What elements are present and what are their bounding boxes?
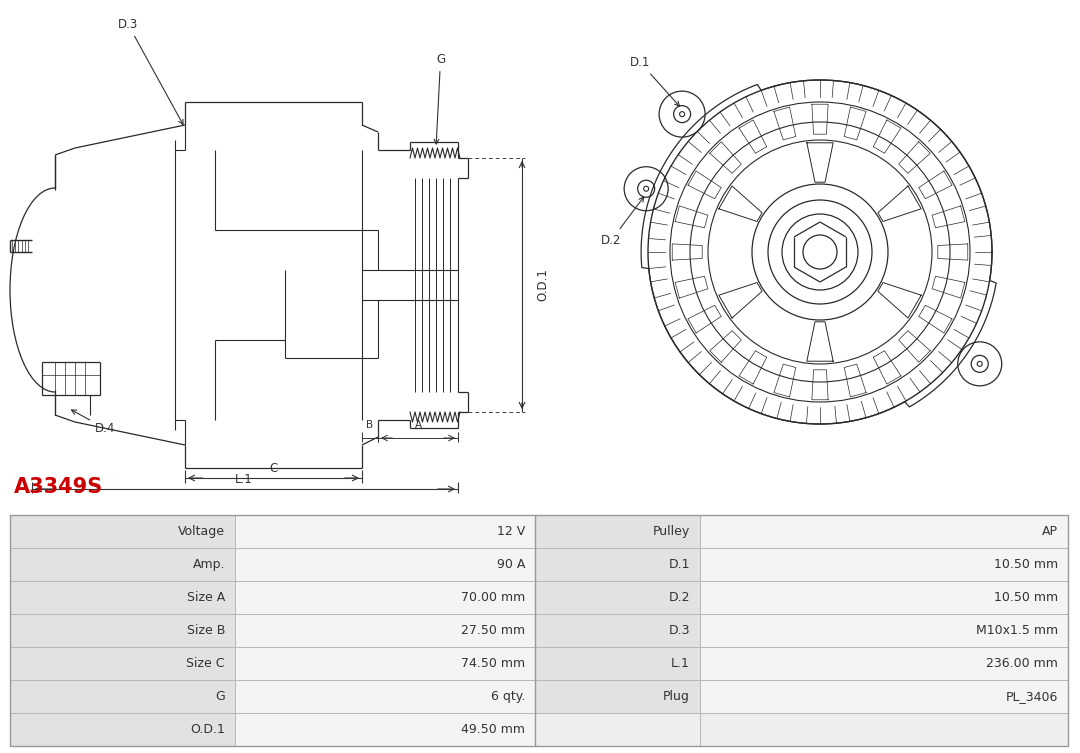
Bar [700,713,1068,746]
Text: 27.50 mm: 27.50 mm [461,624,525,637]
Text: Size C: Size C [187,657,225,670]
Text: D.3: D.3 [669,624,690,637]
Bar [235,515,535,548]
Text: 49.50 mm: 49.50 mm [461,723,525,736]
Text: D.1: D.1 [669,558,690,571]
Text: D.2: D.2 [669,591,690,604]
Text: Plug: Plug [663,690,690,703]
Bar [10,515,235,548]
Text: D.2: D.2 [602,197,644,247]
Text: Voltage: Voltage [178,525,225,538]
Text: O.D.1: O.D.1 [190,723,225,736]
Bar [10,680,235,713]
Text: 70.00 mm: 70.00 mm [461,591,525,604]
Text: M10x1.5 mm: M10x1.5 mm [976,624,1058,637]
Bar [235,647,535,680]
Bar [700,515,1068,548]
Text: AP: AP [1042,525,1058,538]
Bar [535,548,700,581]
Text: 12 V: 12 V [497,525,525,538]
Bar [700,680,1068,713]
Bar [700,647,1068,680]
Text: A3349S: A3349S [14,477,104,497]
Text: O.D.1: O.D.1 [537,269,550,301]
Text: B: B [366,420,374,430]
Bar [535,614,700,647]
Bar [235,548,535,581]
Text: 90 A: 90 A [497,558,525,571]
Bar [10,515,1068,746]
Bar [700,614,1068,647]
Text: 236.00 mm: 236.00 mm [986,657,1058,670]
Bar [10,548,235,581]
Text: Size B: Size B [187,624,225,637]
Text: D.1: D.1 [630,56,679,106]
Text: G: G [434,53,445,144]
Bar [235,581,535,614]
Bar [235,614,535,647]
Text: 74.50 mm: 74.50 mm [461,657,525,670]
Text: D.3: D.3 [118,18,184,124]
Bar [10,713,235,746]
Bar [10,614,235,647]
Text: D.4: D.4 [71,410,116,435]
Bar [535,680,700,713]
Text: Amp.: Amp. [192,558,225,571]
Text: C: C [269,462,278,475]
Text: 10.50 mm: 10.50 mm [994,591,1058,604]
Bar [700,581,1068,614]
Text: G: G [215,690,225,703]
Bar [535,713,700,746]
Text: Size A: Size A [187,591,225,604]
Bar [235,713,535,746]
Text: 10.50 mm: 10.50 mm [994,558,1058,571]
Bar [10,581,235,614]
Text: 6 qty.: 6 qty. [490,690,525,703]
Text: Pulley: Pulley [652,525,690,538]
Text: PL_3406: PL_3406 [1005,690,1058,703]
Bar [235,680,535,713]
Text: A: A [415,420,421,430]
Text: L.1: L.1 [671,657,690,670]
Bar [535,647,700,680]
Bar [535,581,700,614]
Bar [535,515,700,548]
Bar [700,548,1068,581]
Bar [10,647,235,680]
Text: L.1: L.1 [235,473,253,486]
